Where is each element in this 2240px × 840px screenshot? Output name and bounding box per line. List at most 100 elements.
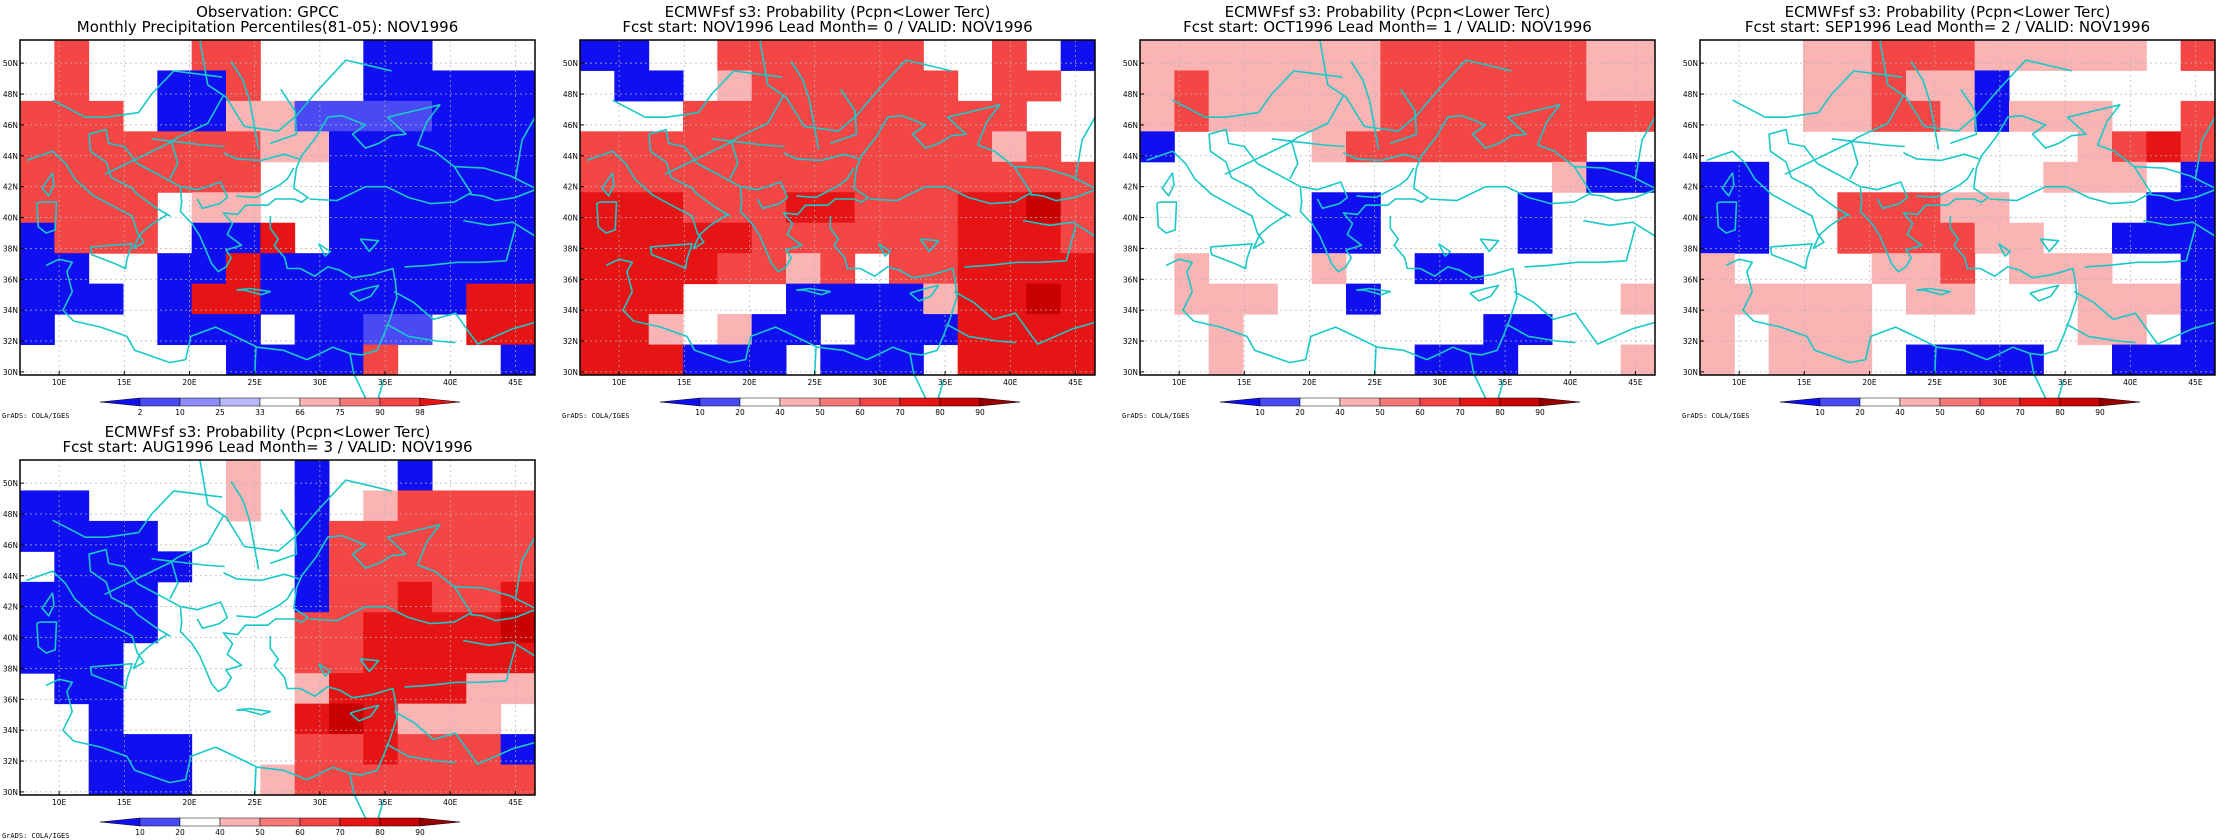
grid-cell <box>1586 70 1622 102</box>
grid-cell <box>466 314 502 346</box>
colorbar-swatch <box>1939 397 1981 407</box>
lat-label: 34N <box>1683 306 1698 315</box>
grid-cell <box>226 40 261 71</box>
coastline <box>41 592 55 617</box>
grid-cell <box>2112 314 2147 346</box>
grid-cell <box>466 70 502 102</box>
lat-label: 36N <box>3 695 18 704</box>
coastline <box>1574 165 1656 189</box>
coastline <box>1356 167 1415 199</box>
coastline <box>1706 104 2152 273</box>
coastline <box>317 243 332 257</box>
grid-cell <box>648 192 684 224</box>
grid-cell <box>294 520 330 552</box>
grid-cell <box>2009 40 2044 71</box>
colorbar-label: 90 <box>415 828 425 837</box>
coastline <box>1014 165 1096 189</box>
lon-label: 25E <box>248 798 263 807</box>
colorbar-label: 90 <box>375 408 385 417</box>
grid-cell <box>226 70 261 102</box>
grid-cell <box>2180 40 2216 71</box>
coastline <box>2029 284 2060 302</box>
grid-cell <box>2112 344 2147 376</box>
grid-cell <box>957 222 993 254</box>
graticule <box>1700 40 2215 375</box>
grid-cell <box>957 314 993 346</box>
grid-cell <box>54 222 90 254</box>
colorbar-swatch <box>179 817 221 827</box>
map-frame <box>1139 39 1656 376</box>
grid-cell <box>1837 314 1873 346</box>
grid-cell <box>1483 70 1519 102</box>
coastline <box>877 243 892 257</box>
lat-label: 42N <box>3 603 18 612</box>
precip-map: 30N 32N 34N 36N 38N 40N 42N 44N 46N 48N 50N 10E 15E 2… <box>3 39 536 417</box>
colorbar-swatch <box>899 397 941 407</box>
colorbar-swatch <box>739 397 781 407</box>
grid-cell <box>397 70 433 102</box>
grid-cell <box>1974 344 2010 376</box>
grid-cell <box>923 314 959 346</box>
coastline <box>946 323 1016 344</box>
coastline <box>711 138 785 148</box>
coastline <box>89 663 133 690</box>
coastline <box>1074 116 1096 180</box>
map-frame <box>19 459 536 796</box>
grid-cell <box>614 70 650 102</box>
grid-cell <box>397 764 433 796</box>
colorbar-swatch <box>99 817 141 827</box>
colorbar-swatch <box>779 397 821 407</box>
grid-cell <box>2146 222 2182 254</box>
grid-cell <box>397 734 433 766</box>
grid-cell <box>54 70 90 102</box>
grid-cell <box>397 100 433 132</box>
lat-label: 36N <box>1123 275 1138 284</box>
grid-cell <box>1060 222 1096 254</box>
coastline <box>741 181 789 210</box>
grid-cell <box>1026 314 1062 346</box>
coastline <box>1634 116 1656 180</box>
coastline <box>169 560 179 600</box>
colorbar-label: 10 <box>135 828 145 837</box>
lon-label: 45E <box>2188 378 2203 387</box>
grid-cell <box>54 490 90 522</box>
grid-cell <box>1449 70 1484 102</box>
coastline <box>783 151 860 162</box>
panel-title: ECMWFsf s3: Probability (Pcpn<Lower Terc… <box>104 423 431 441</box>
coastline <box>181 181 229 210</box>
coastlines <box>1706 39 2216 407</box>
colorbar-label: 40 <box>215 828 225 837</box>
grid-cell <box>1026 222 1062 254</box>
grid-cell <box>1700 222 1735 254</box>
grid-cell <box>88 131 124 163</box>
lon-label: 40E <box>1003 378 1018 387</box>
grid-cell <box>717 314 753 346</box>
lat-label: 38N <box>1683 244 1698 253</box>
grid-cell <box>54 612 90 644</box>
lat-label: 50N <box>563 59 578 68</box>
grid-cell <box>1243 100 1278 132</box>
grid-cell <box>363 734 399 766</box>
lon-label: 20E <box>1862 378 1877 387</box>
grid-cell <box>1140 100 1175 132</box>
grid-cell <box>397 283 433 315</box>
panel-subtitle: Fcst start: OCT1996 Lead Month= 1 / VALI… <box>1183 18 1592 36</box>
grid-cell <box>2112 40 2147 71</box>
grid-cell <box>54 192 90 224</box>
coastline <box>1524 226 1637 268</box>
grid-cell <box>88 551 124 583</box>
coastline <box>104 515 225 596</box>
lat-label: 46N <box>1683 121 1698 130</box>
grid-cell <box>1277 40 1313 71</box>
lat-label: 44N <box>563 152 578 161</box>
coastline <box>1910 61 1940 150</box>
coastline <box>349 704 380 722</box>
grid-cell <box>500 551 536 583</box>
grid-cell <box>2077 100 2113 132</box>
grid-cell <box>294 642 330 674</box>
lon-label: 35E <box>938 378 953 387</box>
grid-cell <box>648 222 684 254</box>
grid-cell <box>957 100 993 132</box>
lon-label: 25E <box>1928 378 1943 387</box>
grid-cell <box>123 734 158 766</box>
